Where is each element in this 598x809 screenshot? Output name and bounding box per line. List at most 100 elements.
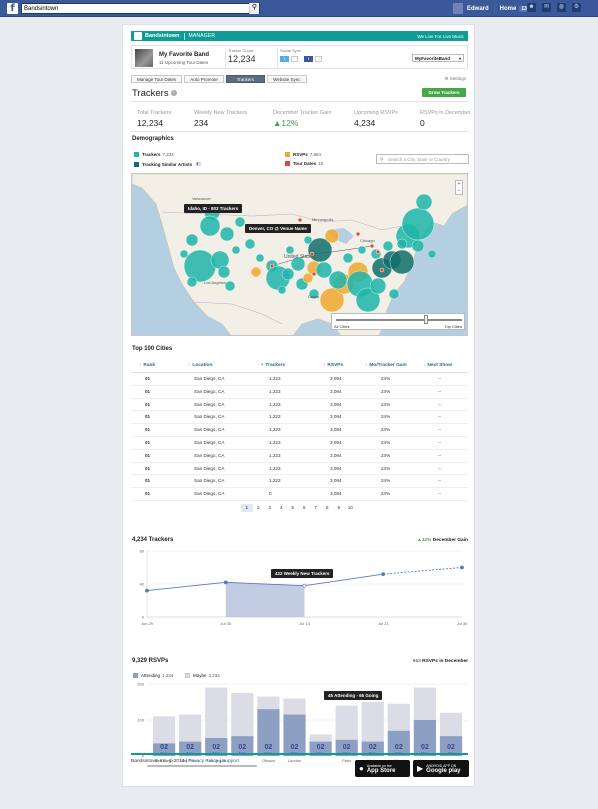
google-play-badge[interactable]: ▶ ANDROID APP ON Google play [413,760,469,777]
zoom-in-button[interactable]: + [457,181,461,187]
demographics-map[interactable]: Vancouver Minneapolis United States Dall… [131,173,468,336]
tour-date-marker[interactable] [375,249,381,255]
table-row[interactable]: 01 San Diego, CA 1,223 3,094 24% -- [131,373,468,386]
map-bubble[interactable] [303,235,313,245]
map-bubble[interactable] [219,226,235,242]
table-row[interactable]: 01 San Diego, CA 0 3,094 24% -- [131,488,468,501]
tour-date-marker[interactable] [369,243,375,249]
legend-trackers[interactable]: Trackers 7,234 [134,152,174,157]
zoom-out-button[interactable]: – [457,188,461,194]
map-bubble[interactable] [199,215,221,237]
legend-maybe[interactable]: Maybe 3,234 [185,673,220,678]
bar-attending[interactable] [283,714,306,756]
map-bubble[interactable] [357,245,367,255]
tour-date-marker[interactable] [297,217,303,223]
table-row[interactable]: 01 San Diego, CA 1,223 3,094 24% -- [131,437,468,450]
facebook-user-name[interactable]: Edward [467,5,489,12]
bar-attending[interactable] [153,743,176,756]
twitter-sync-toggle[interactable]: t [280,56,289,62]
column-rank[interactable]: ↕ Rank [139,363,155,368]
map-bubble[interactable] [281,267,295,281]
tour-date-marker[interactable] [269,263,275,269]
map-bubble[interactable] [388,288,400,300]
data-point[interactable] [460,565,464,570]
column-mo-tracker-gain[interactable]: ↕ Mo/Tracker Gain [365,363,407,368]
bar-attending[interactable] [179,741,202,756]
table-row[interactable]: 01 San Diego, CA 1,223 3,094 24% -- [131,424,468,437]
data-point[interactable] [302,583,307,588]
chart-scrollbar[interactable] [147,765,257,767]
city-search-input[interactable]: ⚲ Search a City, State or Country [376,154,469,164]
column-rsvps[interactable]: ↕ RSVPs [323,363,343,368]
checkbox-rsvps[interactable] [285,152,290,157]
legend-rsvps[interactable]: RSVPs 7,684 [285,152,321,157]
facebook-search-input[interactable]: Bandsintown ⚲ [21,3,260,14]
legend-attending[interactable]: Attending 1,234 [133,673,173,678]
map-bubble[interactable] [244,238,256,250]
bar-attending[interactable] [205,738,228,756]
map-bubble[interactable] [217,265,231,279]
app-brand[interactable]: Bandsintown [145,33,180,39]
bar-attending[interactable] [413,720,437,756]
map-bubble[interactable] [355,287,381,313]
page-10[interactable]: 10 [347,505,353,510]
column-location[interactable]: ↕ Location [188,363,212,368]
tab-manage-tour-dates[interactable]: Manage Tour Dates [131,75,183,83]
tab-trackers[interactable]: Trackers [225,75,266,83]
map-bubble[interactable] [179,249,189,259]
map-bubble[interactable] [285,245,295,255]
map-bubble[interactable] [231,245,241,255]
bar-attending[interactable] [335,739,358,756]
tab-auto-promote[interactable]: Auto Promote [184,75,224,83]
friends-icon[interactable]: ☻ [527,3,536,12]
map-bubble[interactable] [234,216,246,228]
map-bubble[interactable] [277,285,287,295]
map-bubble[interactable] [411,239,425,253]
table-row[interactable]: 01 San Diego, CA 1,223 3,094 24% -- [131,399,468,412]
map-bubble[interactable] [250,266,262,278]
page-9[interactable]: 9 [337,505,340,510]
tour-date-marker[interactable] [379,267,385,273]
data-point[interactable] [145,588,149,593]
page-2[interactable]: 2 [256,505,260,510]
map-bubble[interactable] [382,240,394,252]
map-bubble[interactable] [290,256,306,272]
tour-date-marker[interactable] [309,251,315,257]
map-bubble[interactable] [324,228,340,244]
support-link[interactable]: Support [222,759,239,764]
checkbox-trackers[interactable] [134,152,139,157]
table-row[interactable]: 01 San Diego, CA 1,223 3,094 24% -- [131,386,468,399]
bar-attending[interactable] [387,730,410,756]
map-bubble[interactable] [224,280,236,292]
map-bubble[interactable] [396,238,408,250]
bar-attending[interactable] [361,741,384,756]
search-icon[interactable]: ⚲ [249,3,259,14]
data-point[interactable] [223,580,228,585]
checkbox-maybe[interactable] [185,673,190,678]
tour-date-marker[interactable] [355,231,361,237]
map-bubble[interactable] [427,249,437,259]
facebook-sync-off[interactable] [315,56,322,62]
map-bubble[interactable] [389,249,415,275]
map-bubble[interactable] [307,237,333,263]
table-row[interactable]: 01 San Diego, CA 1,223 3,094 24% -- [131,411,468,425]
column-trackers[interactable]: ▾ Trackers [261,363,285,368]
facebook-logo-icon[interactable]: f [7,3,18,14]
column-next-show[interactable]: ↕ Next Show [423,363,452,368]
page-5[interactable]: 5 [291,505,294,510]
map-bubble[interactable] [308,288,320,300]
page-6[interactable]: 6 [302,505,306,510]
bar-attending[interactable] [309,741,332,756]
facebook-home-link[interactable]: Home [499,5,517,12]
slider-handle[interactable] [424,315,428,324]
data-point[interactable] [381,572,386,577]
legend-similar-artists[interactable]: Tracking Similar Artists ▮▯ [134,161,201,167]
app-store-badge[interactable]: ● Available on the App Store [355,760,410,777]
grow-trackers-button[interactable]: Grow Trackers [422,88,466,97]
checkbox-similar-artists[interactable] [134,161,139,167]
globe-icon[interactable]: ◍ [557,3,566,12]
band-select-dropdown[interactable]: MyFavoriteBand ▾ [412,54,464,62]
map-bubble[interactable] [185,233,199,247]
page-4[interactable]: 4 [279,505,283,510]
page-8[interactable]: 8 [325,505,329,510]
